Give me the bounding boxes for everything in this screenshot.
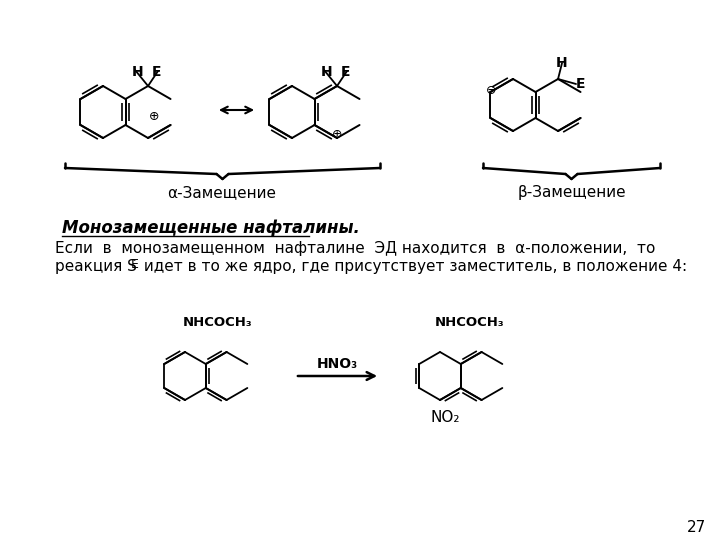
- Text: α-Замещение: α-Замещение: [168, 186, 276, 200]
- Text: ⊕: ⊕: [332, 127, 342, 140]
- Text: E: E: [341, 65, 350, 79]
- Text: 27: 27: [686, 521, 706, 536]
- Text: ⊖: ⊖: [486, 84, 497, 97]
- Text: H: H: [132, 65, 144, 79]
- Text: H: H: [557, 56, 568, 70]
- Text: ⊕: ⊕: [149, 111, 159, 124]
- Text: NHCOCH₃: NHCOCH₃: [435, 316, 505, 329]
- Text: NHCOCH₃: NHCOCH₃: [183, 316, 253, 329]
- Text: E: E: [575, 77, 585, 91]
- Text: идет в то же ядро, где присутствует заместитель, в положение 4:: идет в то же ядро, где присутствует заме…: [139, 260, 687, 274]
- Text: Если  в  монозамещенном  нафталине  ЭД находится  в  α-положении,  то: Если в монозамещенном нафталине ЭД наход…: [55, 240, 655, 255]
- Text: NO₂: NO₂: [431, 410, 460, 426]
- Text: E: E: [131, 258, 139, 271]
- Text: H: H: [321, 65, 333, 79]
- Text: Монозамещенные нафталины.: Монозамещенные нафталины.: [62, 219, 360, 237]
- Text: E: E: [151, 65, 161, 79]
- Text: β-Замещение: β-Замещение: [518, 186, 626, 200]
- Text: HNO₃: HNO₃: [316, 357, 358, 371]
- Text: реакция S: реакция S: [55, 260, 137, 274]
